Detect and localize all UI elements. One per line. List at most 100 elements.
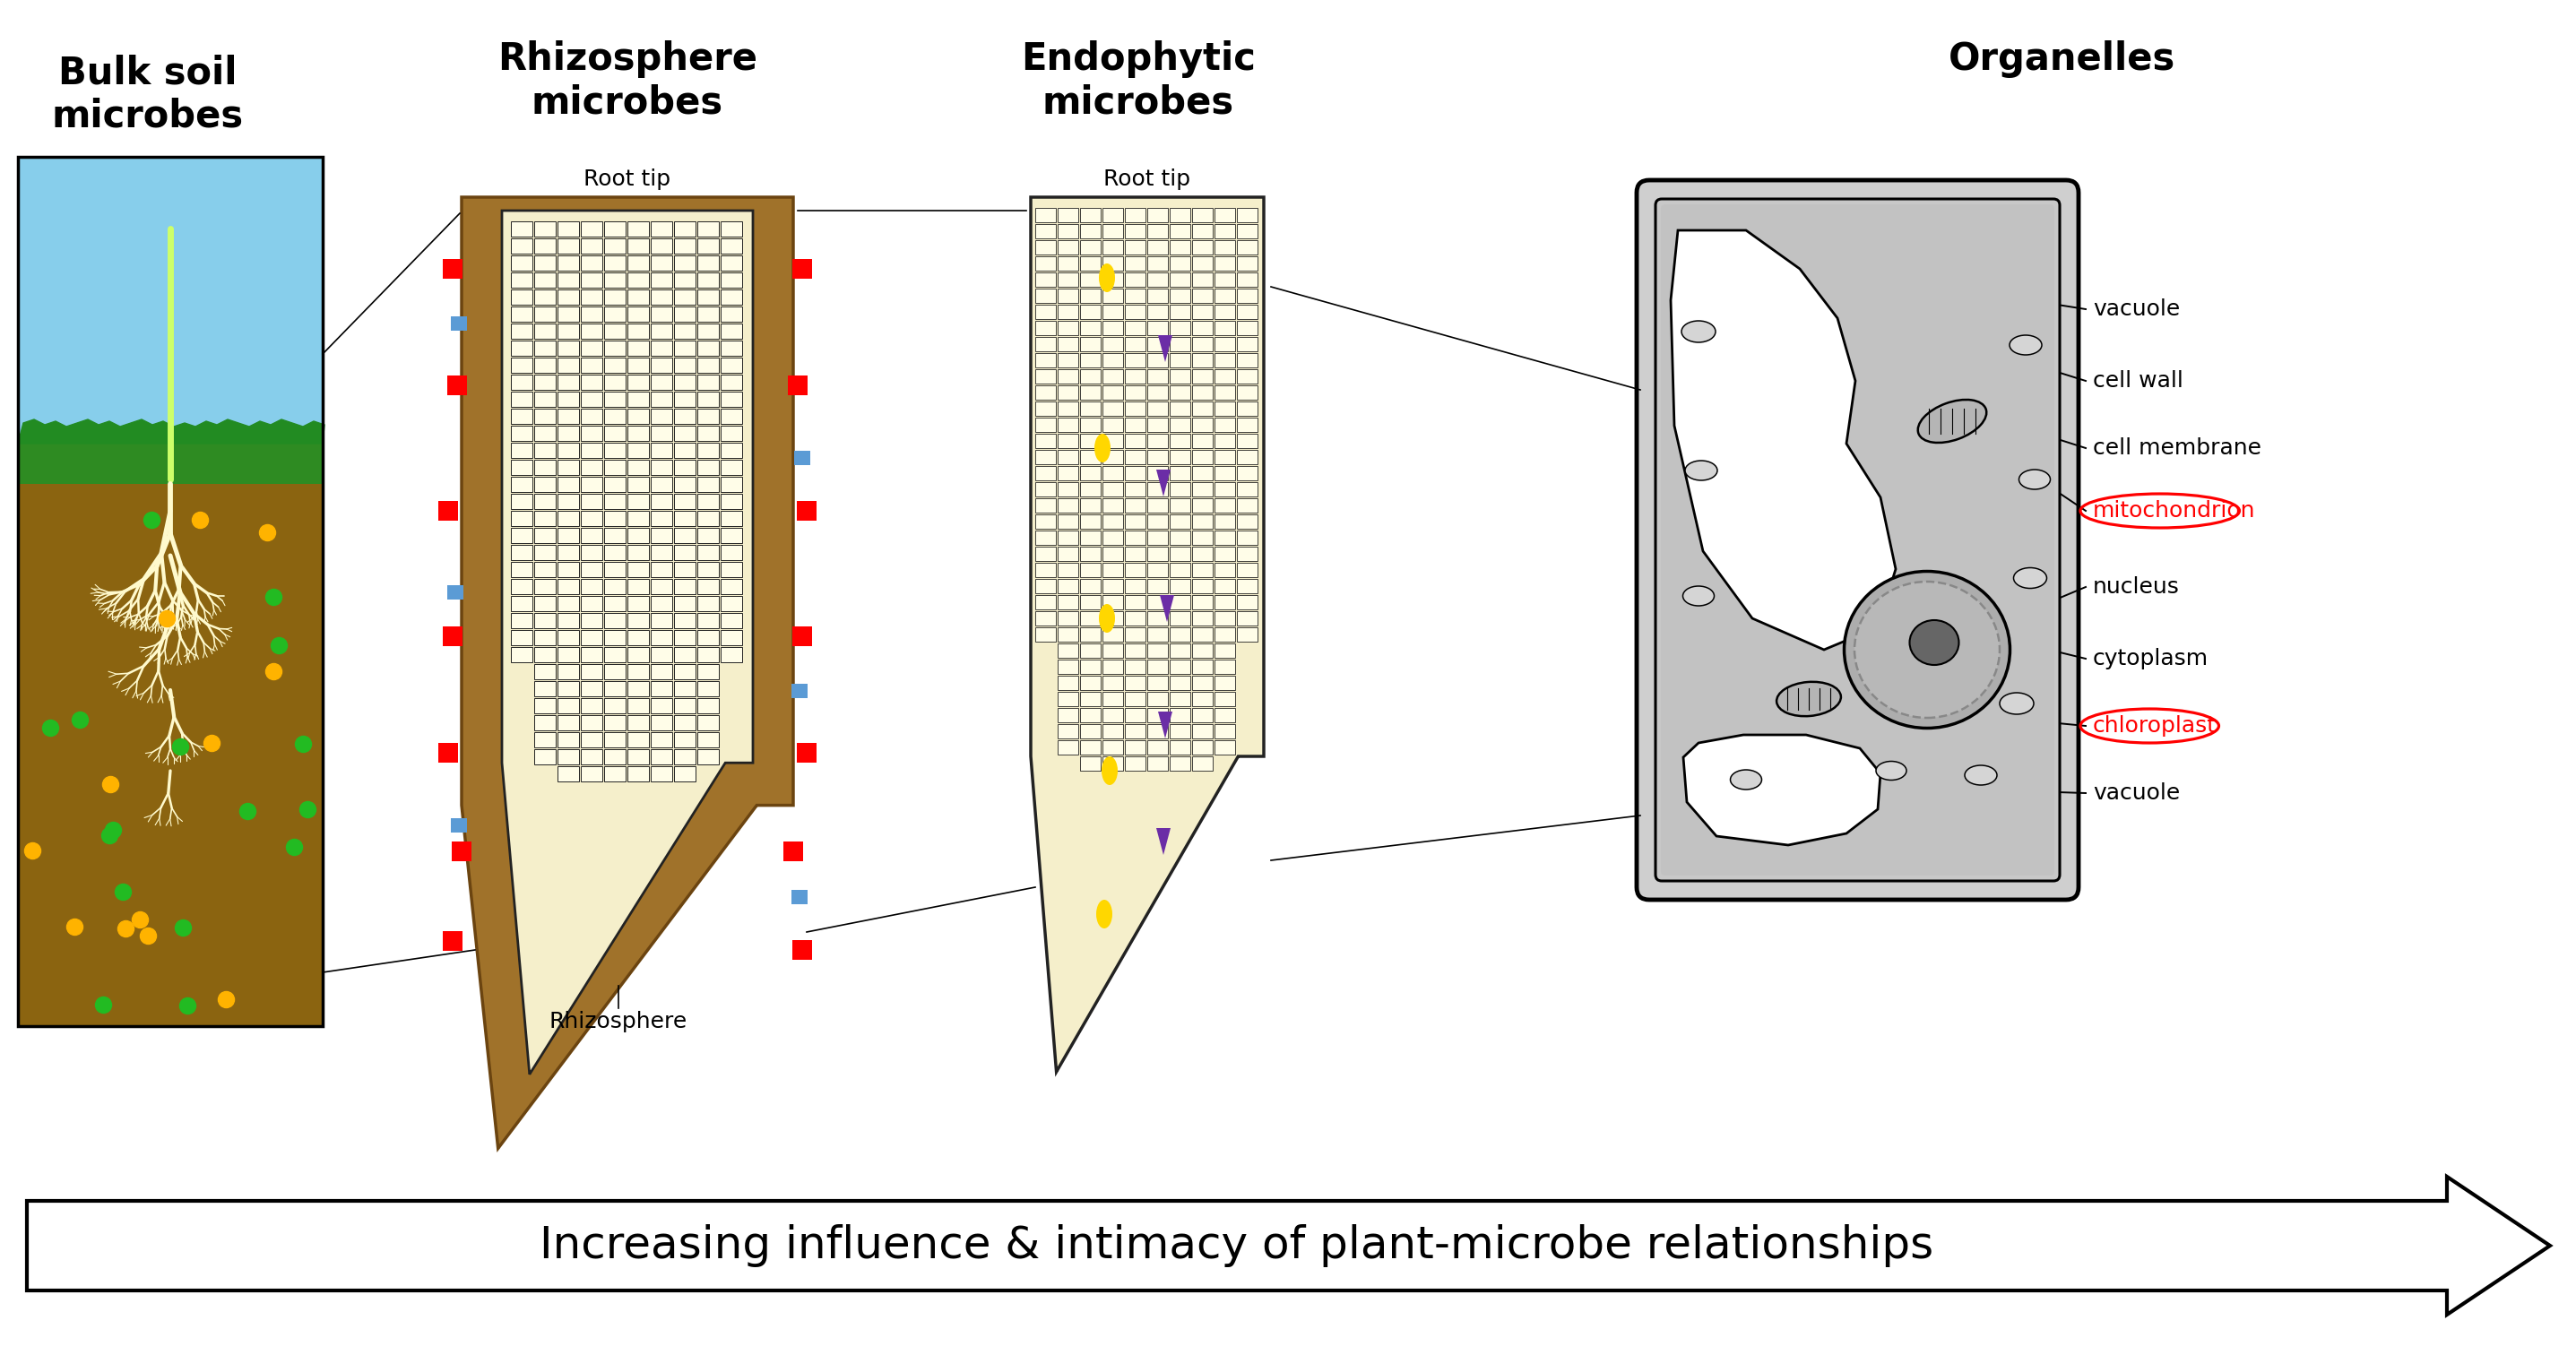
Bar	[675, 493, 696, 509]
Bar	[629, 545, 649, 560]
Bar	[675, 698, 696, 713]
Bar	[1103, 401, 1123, 416]
Bar	[1213, 289, 1234, 304]
Bar	[1193, 562, 1213, 577]
Bar	[438, 501, 459, 520]
Text: Rhizosphere
microbes: Rhizosphere microbes	[497, 41, 757, 122]
Bar	[675, 612, 696, 629]
Polygon shape	[1682, 734, 1880, 846]
Bar	[675, 511, 696, 526]
Bar	[580, 392, 603, 406]
Bar	[605, 493, 626, 509]
Bar	[1213, 321, 1234, 335]
Bar	[580, 306, 603, 321]
Bar	[510, 459, 533, 476]
Bar	[1059, 482, 1079, 496]
Bar	[1079, 740, 1100, 755]
Bar	[629, 290, 649, 305]
Bar	[721, 477, 742, 492]
Bar	[721, 324, 742, 339]
Bar	[1036, 417, 1056, 432]
Bar	[1079, 531, 1100, 545]
Text: Bulk soil
microbes: Bulk soil microbes	[52, 54, 245, 136]
Bar	[1213, 417, 1234, 432]
Bar	[675, 630, 696, 645]
Bar	[629, 579, 649, 593]
Bar	[556, 511, 580, 526]
Ellipse shape	[1731, 770, 1762, 790]
Bar	[605, 272, 626, 287]
Bar	[1059, 401, 1079, 416]
Bar	[1193, 627, 1213, 642]
Bar	[605, 545, 626, 560]
Bar	[1126, 369, 1146, 383]
Bar	[1213, 224, 1234, 238]
Bar	[1036, 466, 1056, 480]
Text: Increasing influence & intimacy of plant-microbe relationships: Increasing influence & intimacy of plant…	[541, 1224, 1935, 1267]
Bar	[1193, 289, 1213, 304]
Bar	[1059, 692, 1079, 706]
Bar	[698, 425, 719, 440]
Bar	[605, 682, 626, 696]
Bar	[1193, 466, 1213, 480]
Bar	[510, 596, 533, 611]
Bar	[556, 766, 580, 782]
Bar	[18, 443, 322, 1026]
Bar	[793, 940, 811, 959]
Bar	[510, 511, 533, 526]
Bar	[1170, 546, 1190, 561]
Bar	[652, 340, 672, 356]
Bar	[1103, 562, 1123, 577]
Bar	[1193, 417, 1213, 432]
Bar	[1126, 676, 1146, 690]
Bar	[721, 221, 742, 237]
Bar	[556, 409, 580, 424]
Bar	[1236, 272, 1257, 287]
Bar	[533, 511, 556, 526]
Text: Root tip: Root tip	[585, 168, 670, 190]
Bar	[721, 306, 742, 321]
Bar	[1193, 579, 1213, 593]
Bar	[721, 511, 742, 526]
Bar	[1036, 354, 1056, 367]
Bar	[1236, 627, 1257, 642]
Bar	[533, 715, 556, 730]
Ellipse shape	[1095, 434, 1110, 462]
Bar	[605, 306, 626, 321]
Bar	[791, 890, 809, 904]
Bar	[1146, 417, 1167, 432]
Bar	[793, 626, 811, 646]
Bar	[1170, 385, 1190, 400]
Bar	[1126, 644, 1146, 657]
Bar	[533, 477, 556, 492]
Bar	[1193, 224, 1213, 238]
Bar	[556, 630, 580, 645]
Bar	[556, 290, 580, 305]
Bar	[1193, 515, 1213, 528]
Bar	[1146, 611, 1167, 626]
Bar	[605, 715, 626, 730]
Bar	[605, 392, 626, 406]
Bar	[1193, 660, 1213, 673]
Bar	[1036, 579, 1056, 593]
Ellipse shape	[1100, 263, 1115, 293]
Bar	[510, 648, 533, 663]
Bar	[1193, 499, 1213, 512]
Bar	[1146, 724, 1167, 738]
Bar	[556, 306, 580, 321]
Bar	[1103, 627, 1123, 642]
Text: vacuole: vacuole	[2092, 782, 2179, 804]
Bar	[652, 324, 672, 339]
Bar	[1126, 499, 1146, 512]
Bar	[1079, 595, 1100, 610]
Bar	[580, 715, 603, 730]
Bar	[510, 374, 533, 390]
Bar	[629, 255, 649, 271]
Bar	[629, 528, 649, 543]
Bar	[1146, 499, 1167, 512]
Bar	[1079, 707, 1100, 722]
Bar	[629, 630, 649, 645]
Polygon shape	[18, 420, 325, 443]
Bar	[510, 290, 533, 305]
Bar	[533, 409, 556, 424]
